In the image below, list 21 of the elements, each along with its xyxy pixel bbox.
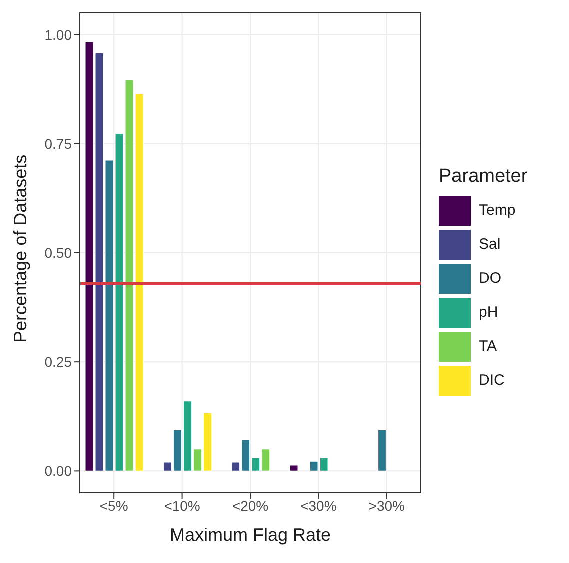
x-axis-title: Maximum Flag Rate	[170, 525, 332, 545]
legend-title: Parameter	[439, 166, 529, 188]
legend-label: Sal	[479, 236, 501, 253]
legend-label: DO	[479, 270, 502, 287]
x-tick-label: <30%	[300, 498, 337, 514]
y-tick-label: 0.25	[44, 354, 72, 370]
x-tick-label: <5%	[100, 498, 128, 514]
bar	[290, 465, 298, 472]
x-tick-label: <10%	[164, 498, 200, 514]
y-tick-label: 0.75	[44, 136, 72, 152]
y-axis-title: Percentage of Datasets	[10, 154, 30, 343]
y-tick-label: 0.50	[44, 244, 72, 261]
legend-label: TA	[479, 338, 498, 355]
legend-label: pH	[479, 304, 498, 321]
x-tick-label: >30%	[368, 498, 405, 514]
y-tick-label: 0.00	[44, 463, 72, 480]
legend-label: DIC	[479, 372, 505, 389]
legend-label: Temp	[479, 202, 516, 219]
y-tick-label: 1.00	[44, 26, 72, 43]
bar	[378, 430, 387, 472]
x-tick-label: <20%	[232, 498, 269, 514]
